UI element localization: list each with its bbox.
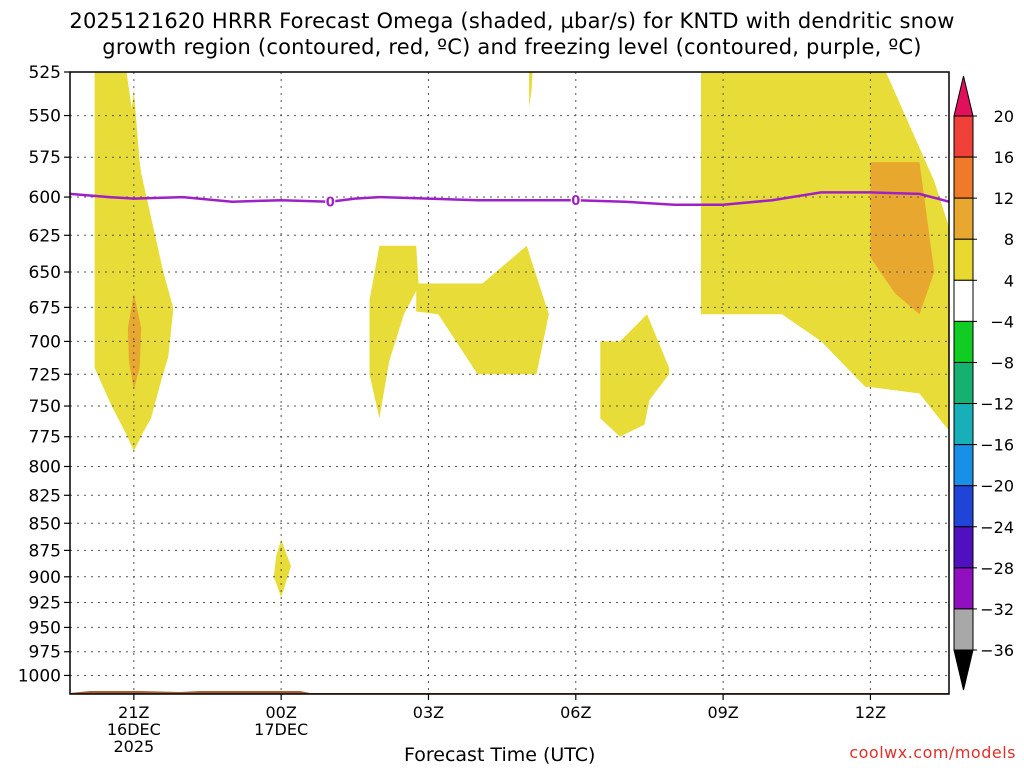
omega-region-6 (600, 314, 670, 437)
colorbar-label: −28 (980, 559, 1014, 578)
freezing-level-label: 0 (571, 194, 580, 209)
y-tick-label: 750 (29, 397, 61, 417)
y-tick-label: 525 (29, 63, 61, 83)
y-tick-label: 925 (29, 593, 61, 613)
x-tick-label: 17DEC (254, 720, 308, 739)
y-tick-label: 800 (29, 457, 61, 477)
colorbar-label: −16 (980, 436, 1014, 455)
colorbar: 20 16 12 8 4 −4 −8 −12 −16 −20 −24 −28 −32 −36 (953, 75, 1014, 691)
x-tick-label: 2025 (113, 737, 154, 756)
colorbar-box (953, 238, 974, 281)
colorbar-label: −8 (990, 353, 1014, 372)
colorbar-box (953, 485, 974, 528)
colorbar-label: −24 (980, 518, 1014, 537)
terrain-bump (70, 691, 310, 693)
colorbar-box (953, 567, 974, 610)
y-tick-label: 825 (29, 486, 61, 506)
y-tick-label: 600 (29, 188, 61, 208)
colorbar-box (953, 403, 974, 446)
freezing-level-line (70, 191, 949, 207)
grid (70, 71, 949, 694)
colorbar-box (953, 197, 974, 240)
colorbar-label: −32 (980, 600, 1014, 619)
site-credit[interactable]: coolwx.com/models (849, 743, 1016, 762)
omega-region-5 (529, 72, 533, 107)
y-tick-label: 775 (29, 428, 61, 448)
colorbar-box (953, 526, 974, 569)
colorbar-box (953, 320, 974, 363)
colorbar-label: −4 (990, 312, 1014, 331)
chart-title: 2025121620 HRRR Forecast Omega (shaded, … (0, 8, 1024, 60)
y-tick-label: 700 (29, 332, 61, 352)
colorbar-label: −36 (980, 641, 1014, 660)
x-tick-label: 03Z (413, 703, 444, 722)
x-tick-label: 16DEC (107, 720, 161, 739)
omega-region-3 (369, 245, 419, 419)
colorbar-label: 20 (994, 107, 1014, 126)
colorbar-label: 12 (994, 189, 1014, 208)
colorbar-bottom-arrow (953, 649, 974, 691)
y-tick-label: 850 (29, 514, 61, 534)
x-tick-label: 12Z (855, 703, 886, 722)
colorbar-box (953, 156, 974, 199)
y-tick-label: 950 (29, 618, 61, 638)
colorbar-label: −20 (980, 477, 1014, 496)
y-tick-label: 550 (29, 107, 61, 127)
chart-title-line-2: growth region (contoured, red, ºC) and f… (102, 35, 922, 59)
x-tick-label: 06Z (560, 703, 591, 722)
x-tick-label: 09Z (707, 703, 738, 722)
freezing-level-label-bg (570, 193, 581, 208)
y-axis: 525 550 575 600 625 650 675 700 725 750 775 800 825 8… (18, 63, 70, 686)
colorbar-label: 8 (1004, 230, 1014, 249)
colorbar-box (953, 361, 974, 405)
colorbar-label: −12 (980, 395, 1014, 414)
x-tick-label: 21Z (118, 703, 149, 722)
y-tick-label: 650 (29, 263, 61, 283)
omega-region-7 (273, 539, 291, 598)
colorbar-label: 4 (1004, 271, 1014, 290)
freezing-level-label-bg (325, 194, 336, 209)
colorbar-box (953, 444, 974, 487)
chart-title-line-1: 2025121620 HRRR Forecast Omega (shaded, … (69, 9, 955, 33)
omega-region-1 (106, 89, 174, 452)
y-tick-label: 975 (29, 643, 61, 663)
freezing-level-label: 0 (326, 196, 335, 211)
plot-frame (69, 71, 950, 695)
y-tick-label: 875 (29, 541, 61, 561)
x-axis-title: Forecast Time (UTC) (404, 744, 596, 766)
y-tick-label: 1000 (18, 666, 61, 686)
omega-region-8 (701, 72, 949, 431)
y-tick-label: 625 (29, 226, 61, 246)
colorbar-box (953, 608, 974, 651)
y-tick-label: 900 (29, 568, 61, 588)
omega-shading (94, 72, 949, 598)
colorbar-box (953, 279, 974, 322)
colorbar-top-arrow (953, 75, 974, 117)
x-tick-label: 00Z (265, 703, 296, 722)
colorbar-box (953, 115, 974, 158)
y-tick-label: 675 (29, 298, 61, 318)
colorbar-label: 16 (994, 148, 1014, 167)
omega-region-4 (416, 245, 549, 375)
y-tick-label: 575 (29, 148, 61, 168)
y-tick-label: 725 (29, 365, 61, 385)
omega-region-9 (870, 162, 935, 315)
